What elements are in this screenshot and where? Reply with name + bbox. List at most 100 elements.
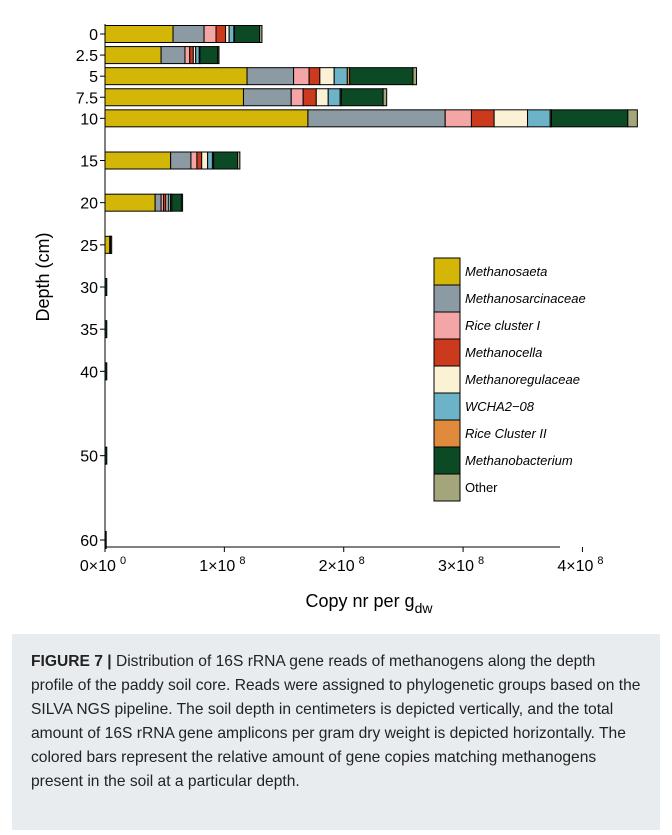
y-axis-title: Depth (cm): [33, 232, 53, 321]
legend-key: [433, 284, 461, 313]
bar-segment: [189, 46, 194, 65]
legend-label: Methanosaeta: [465, 264, 547, 279]
bar-segment: [201, 151, 209, 170]
bar-segment: [319, 67, 335, 86]
bar-segment: [196, 151, 203, 170]
legend-label: Methanosarcinaceae: [465, 291, 586, 306]
bar-segment: [246, 67, 295, 86]
bar-segment: [104, 320, 108, 339]
chart: 0 2.5 5 7.5 10 15 20 25 30 35 40 50 60 0×10 0 1×10 8 2×10…: [33, 24, 638, 616]
caption-label: FIGURE 7 |: [31, 653, 112, 670]
bar-segment: [293, 67, 310, 86]
legend-label: Methanobacterium: [465, 453, 573, 468]
bar-segment: [550, 109, 629, 128]
y-tick-label: 15: [80, 154, 98, 171]
y-tick-label: 30: [80, 280, 98, 297]
bar-segment: [184, 46, 191, 65]
bar-segment: [190, 151, 198, 170]
bar-segment: [104, 88, 244, 107]
bar-segment: [171, 193, 182, 212]
legend-label: Rice Cluster II: [465, 426, 547, 441]
bar-segment: [217, 46, 220, 65]
x-tick-label: 1×10 8: [199, 555, 245, 575]
y-tick-label: 40: [80, 364, 98, 381]
legend-label: Methanoregulaceae: [465, 372, 580, 387]
bar-segment: [527, 109, 551, 128]
y-tick-label: 50: [80, 449, 98, 466]
y-tick-label: 35: [80, 322, 98, 339]
figure-caption: FIGURE 7 | Distribution of 16S rRNA gene…: [12, 634, 660, 830]
stacked-bar-chart: 0 2.5 5 7.5 10 15 20 25 30 35 40 50 60 0×10 0 1×10 8 2×10…: [33, 24, 638, 616]
bar-segment: [104, 67, 248, 86]
bar-segment: [104, 235, 111, 254]
bar-segment: [627, 109, 638, 128]
bar-segment: [180, 193, 184, 212]
legend-label: Methanocella: [465, 345, 542, 360]
bar-segment: [104, 278, 108, 296]
bar-segment: [308, 67, 321, 86]
bar-segment: [215, 25, 227, 43]
bar-segment: [333, 67, 348, 86]
bar-segment: [170, 151, 192, 170]
bar-segment: [327, 88, 341, 107]
bar-segment: [382, 88, 388, 107]
x-tick-label: 0×10 0: [80, 555, 126, 575]
legend-key: [433, 311, 461, 340]
caption-text: Distribution of 16S rRNA gene reads of m…: [31, 653, 641, 790]
y-tick-label: 7.5: [76, 90, 98, 107]
x-tick-label: 2×10 8: [319, 555, 365, 575]
y-tick-label: 60: [80, 533, 98, 550]
bar-segment: [412, 67, 418, 86]
bar-segment: [470, 109, 495, 128]
bar-segment: [236, 151, 241, 170]
bar-segment: [160, 46, 186, 65]
bar-segment: [307, 109, 446, 128]
bar-segment: [104, 362, 108, 381]
bar-segment: [302, 88, 317, 107]
bar-segment: [444, 109, 472, 128]
bar-segment: [290, 88, 304, 107]
bar-segment: [104, 25, 174, 43]
bar-segment: [172, 25, 205, 43]
bar-segment: [195, 46, 200, 65]
y-tick-label: 5: [89, 69, 98, 86]
y-tick-label: 25: [80, 238, 98, 255]
y-tick-label: 20: [80, 196, 98, 213]
bar-segment: [315, 88, 329, 107]
bar-segment: [340, 88, 384, 107]
legend-key: [433, 365, 461, 394]
bar-segment: [225, 25, 230, 43]
legend-label: Rice cluster I: [465, 318, 541, 333]
bar-segment: [234, 25, 261, 43]
legend-label: WCHA2−08: [465, 399, 535, 414]
x-tick-label: 3×10 8: [438, 555, 484, 575]
bar-segment: [199, 46, 219, 65]
bar-segment: [493, 109, 529, 128]
legend-key: [433, 257, 461, 286]
y-tick-label: 0: [89, 27, 98, 44]
legend-key: [433, 473, 461, 502]
bar-segment: [349, 67, 414, 86]
bar-segment: [104, 46, 162, 65]
bar-segment: [104, 151, 172, 170]
bar-segment: [213, 151, 238, 170]
bar-segment: [242, 88, 292, 107]
legend-key: [433, 446, 461, 475]
legend-label: Other: [465, 480, 498, 495]
bar-segment: [109, 235, 113, 254]
bar-segment: [154, 193, 162, 212]
legend-key: [433, 338, 461, 367]
legend-key: [433, 419, 461, 448]
bar-segment: [104, 193, 156, 212]
legend-key: [433, 392, 461, 421]
x-tick-label: 4×10 8: [557, 555, 603, 575]
y-tick-label: 2.5: [76, 48, 98, 65]
bar-segment: [228, 25, 235, 43]
bar-segment: [104, 109, 309, 128]
bar-segment: [104, 446, 108, 465]
bar-segment: [207, 151, 213, 170]
bar-segment: [203, 25, 217, 43]
bar-segment: [104, 531, 107, 549]
x-axis-title: Copy nr per gdw: [306, 591, 434, 616]
y-tick-label: 10: [80, 111, 98, 128]
